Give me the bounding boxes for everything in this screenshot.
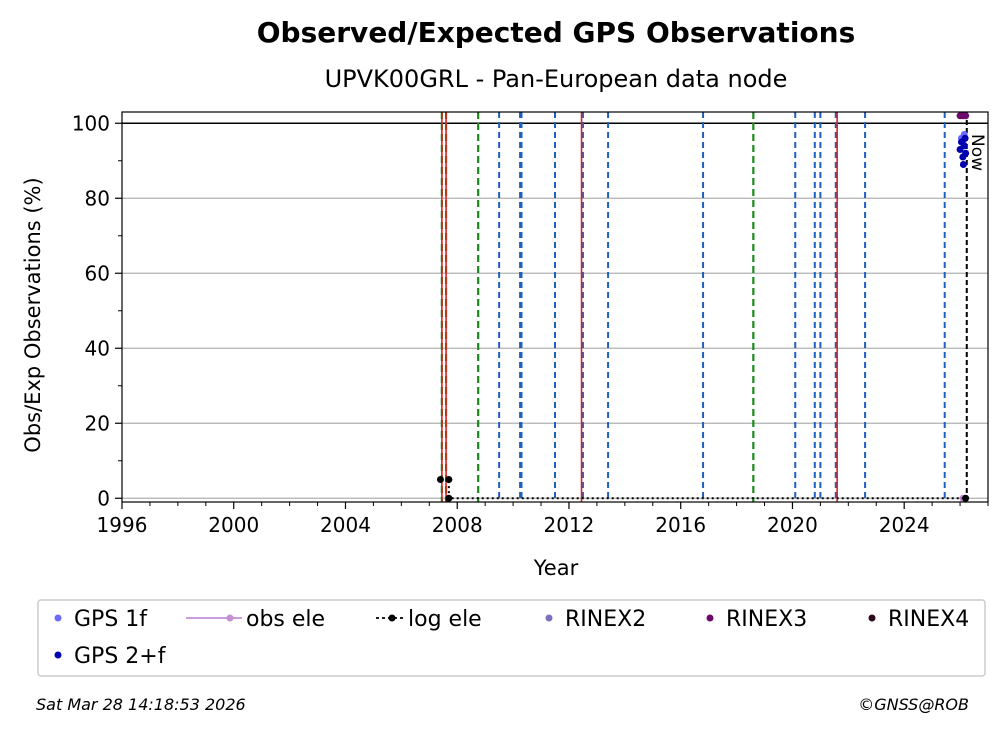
point-gps-2-f bbox=[960, 142, 968, 150]
x-tick-label-2008: 2008 bbox=[432, 513, 483, 537]
legend-marker-gps-2-f bbox=[54, 651, 62, 659]
footer-timestamp: Sat Mar 28 14:18:53 2026 bbox=[36, 695, 246, 714]
y-tick-label-0: 0 bbox=[97, 486, 110, 510]
point-log-ele bbox=[445, 476, 453, 483]
x-axis-label: Year bbox=[533, 556, 579, 580]
y-tick-label-40: 40 bbox=[85, 336, 110, 360]
y-tick-label-20: 20 bbox=[85, 411, 110, 435]
x-tick-label-2012: 2012 bbox=[544, 513, 595, 537]
legend-marker-obs-ele bbox=[226, 614, 234, 622]
legend-label-rinex3: RINEX3 bbox=[726, 607, 807, 632]
point-rinex3 bbox=[962, 112, 970, 120]
point-log-ele bbox=[436, 476, 444, 483]
legend-label-gps-1f: GPS 1f bbox=[74, 607, 148, 632]
footer-credit: ©GNSS@ROB bbox=[858, 695, 969, 714]
point-log-ele bbox=[445, 494, 453, 502]
legend-label-log-ele: log ele bbox=[408, 607, 482, 632]
legend-label-rinex2: RINEX2 bbox=[565, 607, 646, 632]
y-tick-label-60: 60 bbox=[85, 261, 110, 285]
legend-box bbox=[37, 599, 986, 677]
legend-label-gps-2-f: GPS 2+f bbox=[74, 644, 167, 669]
x-tick-label-1996: 1996 bbox=[97, 513, 148, 537]
plot-frame bbox=[121, 111, 989, 503]
x-tick-label-2024: 2024 bbox=[879, 513, 930, 537]
x-tick-label-2004: 2004 bbox=[320, 513, 371, 537]
y-tick-label-80: 80 bbox=[85, 186, 110, 210]
event-lines bbox=[440, 112, 968, 502]
x-tick-label-2000: 2000 bbox=[208, 513, 259, 537]
x-axis-ticks: 1996 2000 2004 2008 2012 2016 2020 2024 bbox=[97, 502, 989, 537]
legend-marker-log-ele bbox=[388, 614, 396, 622]
chart-subtitle: UPVK00GRL - Pan-European data node bbox=[325, 65, 788, 93]
legend-marker-rinex2 bbox=[545, 614, 553, 622]
legend-marker-rinex4 bbox=[868, 614, 876, 622]
legend-marker-gps-1f bbox=[54, 614, 62, 622]
legend: GPS 1f obs ele log ele RINEX2 RINEX3 RINEX4 GP… bbox=[37, 599, 986, 677]
chart-title: Observed/Expected GPS Observations bbox=[257, 16, 856, 49]
legend-label-rinex4: RINEX4 bbox=[888, 607, 969, 632]
y-axis-ticks: 0 20 40 60 80 100 bbox=[72, 111, 122, 510]
y-tick-label-100: 100 bbox=[72, 111, 110, 135]
y-axis-label: Obs/Exp Observations (%) bbox=[21, 177, 45, 452]
point-gps-2-f bbox=[962, 149, 970, 157]
data-series bbox=[436, 112, 970, 502]
point-gps-2-f bbox=[959, 161, 967, 168]
series-line-log-ele bbox=[440, 478, 966, 500]
legend-label-obs-ele: obs ele bbox=[246, 607, 325, 632]
x-tick-label-2020: 2020 bbox=[767, 513, 818, 537]
x-tick-label-2016: 2016 bbox=[655, 513, 706, 537]
point-log-ele bbox=[962, 494, 970, 502]
legend-marker-rinex3 bbox=[706, 614, 714, 622]
now-label: Now bbox=[967, 134, 987, 171]
point-gps-2-f bbox=[961, 134, 969, 142]
